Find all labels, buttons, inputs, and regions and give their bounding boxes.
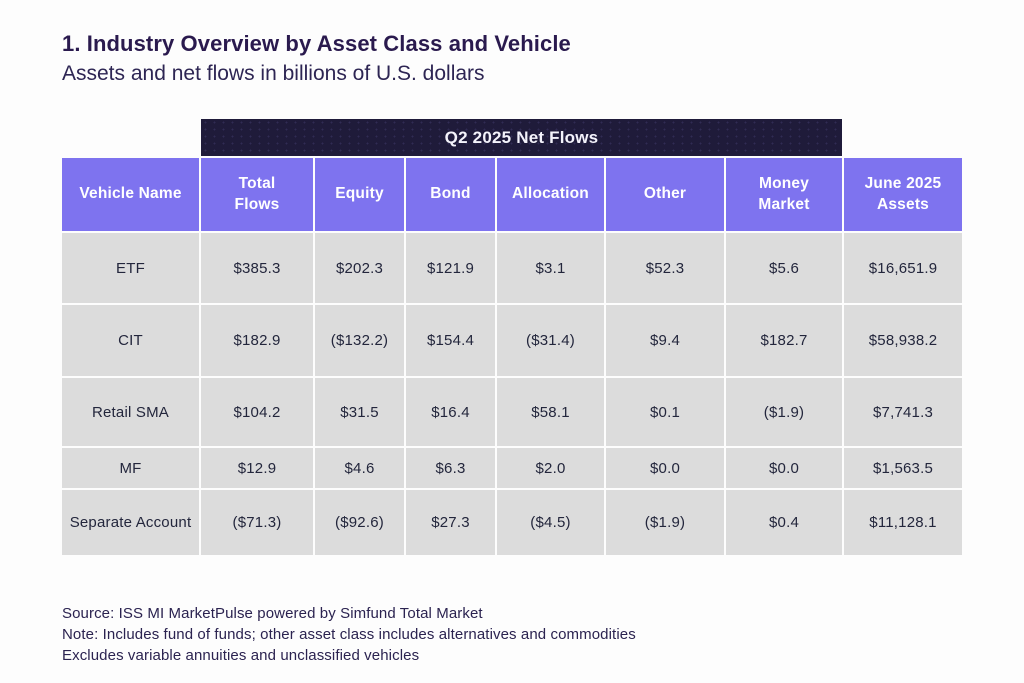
- row-mf-vehicle: MF: [62, 448, 199, 488]
- row-cit-allocation: ($31.4): [497, 305, 604, 376]
- source-note: Source: ISS MI MarketPulse powered by Si…: [62, 605, 483, 622]
- row-separate-account-other: ($1.9): [606, 490, 724, 555]
- column-header-money-market: Money Market: [726, 158, 842, 231]
- row-mf-bond: $6.3: [406, 448, 495, 488]
- figure-content: 1. Industry Overview by Asset Class and …: [62, 31, 1024, 666]
- row-cit-total-flows: $182.9: [201, 305, 313, 376]
- row-etf-other: $52.3: [606, 233, 724, 303]
- row-retail-sma-equity: $31.5: [315, 378, 404, 446]
- row-retail-sma-other: $0.1: [606, 378, 724, 446]
- data-table: Q2 2025 Net Flows Vehicle Name Total Flo…: [62, 119, 962, 555]
- inclusion-note: Note: Includes fund of funds; other asse…: [62, 626, 636, 643]
- row-separate-account-bond: $27.3: [406, 490, 495, 555]
- row-retail-sma-bond: $16.4: [406, 378, 495, 446]
- row-mf-total-flows: $12.9: [201, 448, 313, 488]
- table-banner-q2-2025-net-flows: Q2 2025 Net Flows: [201, 119, 842, 156]
- row-cit-bond: $154.4: [406, 305, 495, 376]
- page-subtitle: Assets and net flows in billions of U.S.…: [62, 62, 485, 85]
- row-separate-account-equity: ($92.6): [315, 490, 404, 555]
- row-mf-equity: $4.6: [315, 448, 404, 488]
- row-cit-assets: $58,938.2: [844, 305, 962, 376]
- row-etf-equity: $202.3: [315, 233, 404, 303]
- row-etf-assets: $16,651.9: [844, 233, 962, 303]
- row-etf-money-market: $5.6: [726, 233, 842, 303]
- row-etf-vehicle: ETF: [62, 233, 199, 303]
- column-header-bond: Bond: [406, 158, 495, 231]
- row-etf-bond: $121.9: [406, 233, 495, 303]
- row-retail-sma-money-market: ($1.9): [726, 378, 842, 446]
- row-separate-account-vehicle: Separate Account: [62, 490, 199, 555]
- row-cit-vehicle: CIT: [62, 305, 199, 376]
- row-cit-other: $9.4: [606, 305, 724, 376]
- row-retail-sma-total-flows: $104.2: [201, 378, 313, 446]
- table-grid: Vehicle Name Total Flows Equity Bond All…: [62, 158, 962, 555]
- row-cit-equity: ($132.2): [315, 305, 404, 376]
- row-mf-assets: $1,563.5: [844, 448, 962, 488]
- row-etf-allocation: $3.1: [497, 233, 604, 303]
- column-header-allocation: Allocation: [497, 158, 604, 231]
- row-mf-allocation: $2.0: [497, 448, 604, 488]
- column-header-june-2025-assets: June 2025 Assets: [844, 158, 962, 231]
- column-header-other: Other: [606, 158, 724, 231]
- footnotes: Source: ISS MI MarketPulse powered by Si…: [62, 603, 1024, 666]
- row-separate-account-allocation: ($4.5): [497, 490, 604, 555]
- row-retail-sma-vehicle: Retail SMA: [62, 378, 199, 446]
- row-retail-sma-assets: $7,741.3: [844, 378, 962, 446]
- row-separate-account-money-market: $0.4: [726, 490, 842, 555]
- row-cit-money-market: $182.7: [726, 305, 842, 376]
- column-header-total-flows: Total Flows: [201, 158, 313, 231]
- row-separate-account-assets: $11,128.1: [844, 490, 962, 555]
- column-header-equity: Equity: [315, 158, 404, 231]
- page-title: 1. Industry Overview by Asset Class and …: [62, 31, 571, 56]
- exclusion-note: Excludes variable annuities and unclassi…: [62, 647, 420, 664]
- row-etf-total-flows: $385.3: [201, 233, 313, 303]
- column-header-vehicle-name: Vehicle Name: [62, 158, 199, 231]
- row-retail-sma-allocation: $58.1: [497, 378, 604, 446]
- row-separate-account-total-flows: ($71.3): [201, 490, 313, 555]
- row-mf-other: $0.0: [606, 448, 724, 488]
- row-mf-money-market: $0.0: [726, 448, 842, 488]
